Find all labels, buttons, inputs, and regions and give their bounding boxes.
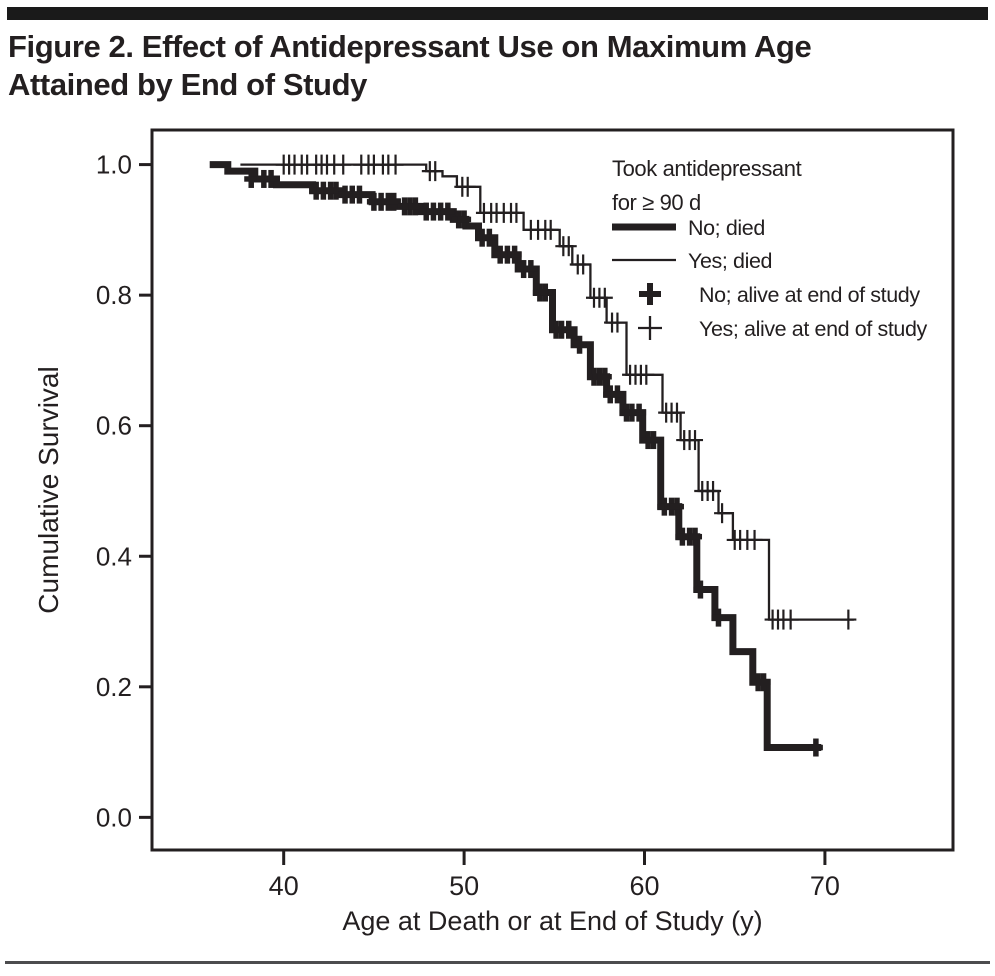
x-tick-label: 40: [269, 871, 299, 901]
censor-mark-antidepressant-90d: [705, 480, 722, 501]
censor-mark-no-antidepressant: [693, 580, 708, 599]
censor-mark-no-antidepressant: [597, 367, 612, 386]
censor-mark-antidepressant-90d: [746, 529, 763, 550]
censor-mark-no-antidepressant: [646, 431, 661, 450]
legend-entry-label: Yes; alive at end of study: [699, 317, 928, 341]
y-tick-label: 1.0: [96, 150, 132, 180]
censor-mark-antidepressant-90d: [609, 312, 626, 333]
censor-mark-antidepressant-90d: [560, 236, 577, 257]
censor-mark-antidepressant-90d: [387, 154, 404, 175]
figure-title-line2: Attained by End of Study: [8, 67, 367, 102]
censor-mark-no-antidepressant: [482, 228, 497, 247]
censor-mark-no-antidepressant: [711, 608, 726, 627]
censor-mark-antidepressant-90d: [575, 254, 592, 275]
censor-mark-antidepressant-90d: [668, 402, 685, 423]
censor-mark-antidepressant-90d: [782, 609, 799, 630]
y-tick-label: 0.6: [96, 411, 132, 441]
censor-mark-no-antidepressant: [440, 202, 455, 221]
figure-title: Figure 2. Effect of Antidepressant Use o…: [8, 28, 988, 104]
x-tick-label: 70: [810, 871, 840, 901]
plot-border: [150, 128, 955, 852]
x-tick-label: 60: [629, 871, 659, 901]
legend-heading-line1: Took antidepressant: [612, 156, 802, 181]
legend-marker-thick-plus: [639, 283, 661, 305]
censor-mark-no-antidepressant: [457, 210, 472, 229]
legend-marker-thin-plus: [638, 316, 662, 340]
censor-mark-antidepressant-90d: [638, 364, 655, 385]
x-tick-label: 50: [449, 871, 479, 901]
censor-mark-no-antidepressant: [808, 738, 823, 757]
legend-entry-label: Yes; died: [688, 249, 772, 273]
x-axis-label: Age at Death or at End of Study (y): [342, 906, 762, 936]
censor-mark-no-antidepressant: [264, 169, 279, 188]
y-tick-label: 0.2: [96, 672, 132, 702]
legend-entry-label: No; alive at end of study: [699, 283, 920, 307]
y-axis-label: Cumulative Survival: [33, 366, 64, 613]
censor-mark-no-antidepressant: [352, 185, 367, 204]
censor-mark-no-antidepressant: [329, 181, 344, 200]
censor-mark-no-antidepressant: [561, 320, 576, 339]
censor-mark-no-antidepressant: [244, 169, 259, 188]
censor-mark-no-antidepressant: [669, 497, 684, 516]
censor-mark-no-antidepressant: [632, 403, 647, 422]
censor-mark-antidepressant-90d: [714, 503, 731, 524]
y-tick-label: 0.8: [96, 280, 132, 310]
censor-mark-antidepressant-90d: [427, 161, 444, 182]
bottom-rule: [5, 961, 990, 964]
censor-mark-antidepressant-90d: [508, 202, 525, 223]
censor-mark-no-antidepressant: [386, 192, 401, 211]
censor-mark-antidepressant-90d: [596, 287, 613, 308]
figure-title-line1: Figure 2. Effect of Antidepressant Use o…: [8, 29, 812, 64]
censor-mark-antidepressant-90d: [840, 609, 857, 630]
top-rule: [7, 7, 988, 20]
censor-mark-no-antidepressant: [572, 335, 587, 354]
y-tick-label: 0.4: [96, 541, 132, 571]
legend-entry-label: No; died: [688, 216, 765, 240]
censor-mark-no-antidepressant: [408, 197, 423, 216]
censor-mark-antidepressant-90d: [335, 154, 352, 175]
censor-mark-no-antidepressant: [688, 527, 703, 546]
censor-mark-no-antidepressant: [523, 260, 538, 279]
censor-mark-no-antidepressant: [756, 673, 771, 692]
censor-mark-no-antidepressant: [507, 245, 522, 264]
censor-mark-no-antidepressant: [610, 385, 625, 404]
censor-mark-antidepressant-90d: [542, 219, 559, 240]
y-tick-label: 0.0: [96, 802, 132, 832]
censor-mark-antidepressant-90d: [459, 176, 476, 197]
censor-mark-antidepressant-90d: [687, 430, 704, 451]
legend-heading-line2: for ≥ 90 d: [612, 190, 701, 215]
censor-mark-no-antidepressant: [538, 283, 553, 302]
